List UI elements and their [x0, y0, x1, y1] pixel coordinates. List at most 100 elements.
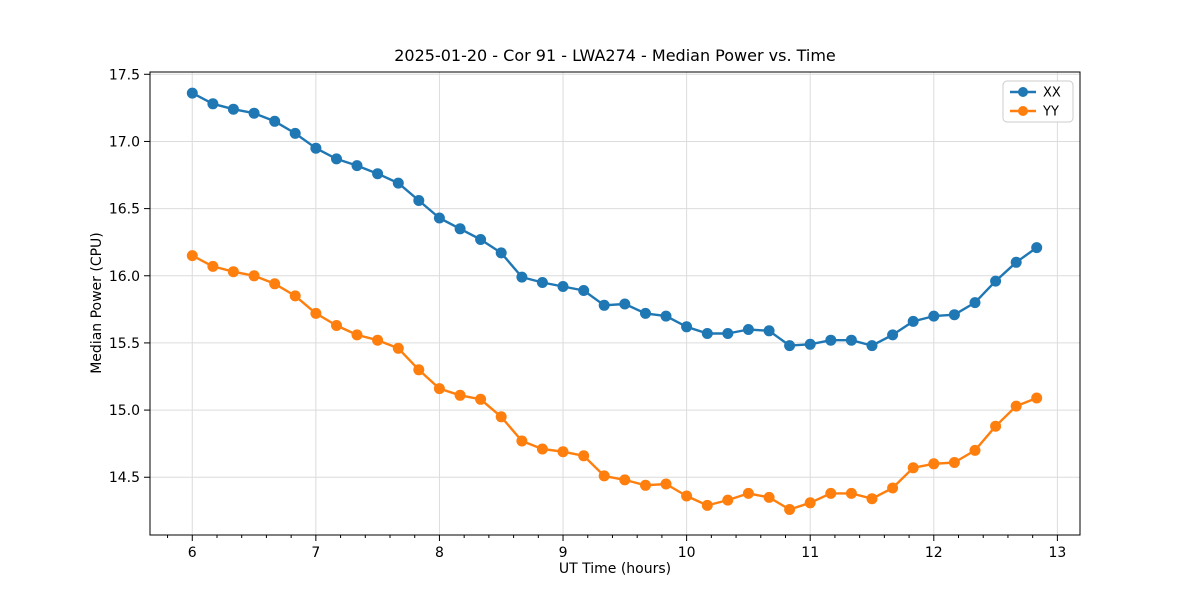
y-tick-label: 17.0	[109, 134, 140, 150]
y-tick-label: 16.0	[109, 269, 140, 285]
data-point-YY	[475, 393, 487, 405]
legend-label-YY: YY	[1042, 105, 1059, 120]
legend-box	[1002, 80, 1074, 123]
data-point-XX	[825, 334, 837, 346]
x-tick-label: 9	[559, 545, 568, 561]
data-point-XX	[969, 297, 981, 309]
data-point-YY	[269, 278, 281, 290]
x-tick-label: 6	[188, 545, 197, 561]
data-point-XX	[928, 310, 940, 322]
data-point-YY	[928, 458, 940, 470]
data-point-XX	[454, 223, 466, 235]
data-point-YY	[578, 450, 590, 462]
data-point-YY	[392, 342, 404, 354]
data-point-XX	[495, 247, 507, 259]
data-point-YY	[804, 497, 816, 509]
data-point-YY	[701, 499, 713, 511]
series-line-XX	[191, 92, 1038, 347]
data-point-XX	[433, 212, 445, 224]
x-tick-label: 10	[678, 545, 696, 561]
data-point-YY	[351, 329, 363, 341]
data-point-YY	[845, 487, 857, 499]
data-point-XX	[866, 340, 878, 352]
data-point-XX	[392, 177, 404, 189]
data-point-XX	[536, 277, 548, 288]
x-tick-label: 11	[801, 545, 819, 561]
data-point-YY	[207, 260, 219, 272]
data-point-YY	[248, 270, 260, 282]
y-tick-label: 15.5	[109, 336, 140, 352]
data-point-XX	[475, 234, 487, 245]
data-point-YY	[1010, 400, 1022, 412]
data-point-XX	[887, 329, 899, 341]
data-point-XX	[948, 309, 960, 321]
data-point-XX	[1031, 242, 1043, 254]
x-tick-label: 8	[435, 545, 444, 561]
data-point-YY	[763, 491, 775, 503]
data-point-YY	[495, 411, 507, 423]
chart-title: 2025-01-20 - Cor 91 - LWA274 - Median Po…	[394, 46, 836, 65]
data-point-YY	[660, 478, 672, 490]
data-point-YY	[413, 364, 425, 376]
data-point-XX	[413, 195, 425, 206]
data-point-YY	[907, 462, 919, 474]
data-point-YY	[516, 435, 528, 447]
data-point-YY	[887, 482, 899, 494]
data-point-YY	[186, 250, 198, 262]
data-point-XX	[701, 328, 713, 339]
data-point-XX	[372, 168, 384, 180]
data-point-XX	[619, 298, 631, 310]
data-point-XX	[578, 285, 590, 296]
data-point-YY	[990, 420, 1002, 432]
data-point-XX	[227, 103, 239, 115]
x-tick-label: 12	[925, 545, 943, 561]
data-point-YY	[310, 307, 322, 319]
data-point-XX	[763, 325, 775, 337]
data-point-YY	[557, 446, 569, 458]
axes-spines	[149, 71, 1081, 536]
legend-label-XX: XX	[1043, 86, 1061, 101]
data-point-YY	[969, 444, 981, 456]
data-point-YY	[866, 493, 878, 505]
data-point-XX	[742, 324, 754, 335]
data-point-XX	[248, 107, 260, 119]
data-point-XX	[310, 142, 322, 154]
legend-marker-YY	[1018, 106, 1028, 116]
data-point-XX	[907, 315, 919, 327]
x-tick-label: 13	[1048, 545, 1066, 561]
data-point-YY	[742, 487, 754, 499]
data-point-XX	[289, 127, 301, 139]
y-tick-label: 17.5	[109, 67, 140, 83]
data-point-YY	[1031, 392, 1043, 404]
data-point-XX	[660, 310, 672, 322]
data-point-YY	[681, 490, 693, 502]
y-tick-label: 16.5	[109, 202, 140, 218]
data-point-XX	[186, 87, 198, 99]
x-axis-label: UT Time (hours)	[558, 561, 672, 577]
data-point-YY	[619, 474, 631, 486]
data-point-XX	[722, 328, 734, 339]
data-point-YY	[454, 389, 466, 401]
data-point-YY	[227, 266, 239, 278]
data-point-XX	[784, 340, 796, 352]
data-point-XX	[598, 299, 610, 311]
legend-marker-XX	[1018, 87, 1028, 97]
data-point-XX	[681, 321, 693, 333]
data-point-XX	[845, 334, 857, 346]
data-point-YY	[536, 443, 548, 455]
data-point-YY	[825, 487, 837, 499]
data-point-XX	[269, 115, 281, 127]
y-tick-label: 15.0	[109, 403, 140, 419]
data-point-XX	[640, 307, 651, 319]
data-point-YY	[640, 479, 651, 491]
data-point-XX	[1010, 256, 1022, 268]
data-point-XX	[331, 153, 342, 165]
data-point-YY	[289, 290, 301, 302]
data-point-YY	[331, 320, 342, 331]
data-point-XX	[557, 281, 569, 292]
data-point-XX	[351, 160, 363, 172]
data-point-YY	[372, 334, 384, 346]
y-axis-label: Median Power (CPU)	[89, 232, 105, 374]
x-tick-label: 7	[311, 545, 320, 561]
